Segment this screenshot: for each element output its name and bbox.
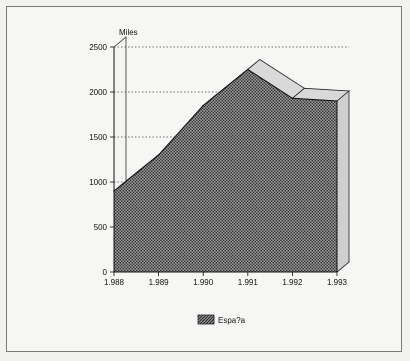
x-tick-label: 1.990 xyxy=(193,278,214,287)
y-tick-label: 2000 xyxy=(89,88,107,97)
x-tick-label: 1.991 xyxy=(238,278,259,287)
y-tick-label: 2500 xyxy=(89,43,107,52)
chart-frame: 0 500 1000 1500 2000 2500 1.988 1.989 1.990 1.99… xyxy=(6,6,402,352)
y-tick-label: 1500 xyxy=(89,133,107,142)
data-point-1.989 xyxy=(157,154,160,156)
x-axis-ticks: 1.988 1.989 1.990 1.991 1.992 1.993 xyxy=(104,272,348,287)
x-tick-label: 1.992 xyxy=(282,278,303,287)
axes xyxy=(113,47,337,273)
x-tick-label: 1.989 xyxy=(149,278,170,287)
area-series xyxy=(113,59,351,273)
y-axis-label: Miles xyxy=(119,28,138,37)
area-front-face xyxy=(113,68,338,273)
data-point-1.992 xyxy=(291,97,294,100)
data-point-1.993 xyxy=(336,100,338,102)
y-tick-label: 0 xyxy=(103,268,108,277)
data-point-1.991 xyxy=(247,68,249,71)
legend-swatch xyxy=(197,314,215,325)
data-point-1.990 xyxy=(202,104,204,107)
legend: Espa?a xyxy=(197,314,246,325)
y-axis-ticks: 0 500 1000 1500 2000 2500 xyxy=(89,43,114,277)
x-tick-label: 1.993 xyxy=(327,278,348,287)
y-tick-label: 1000 xyxy=(89,178,107,187)
legend-label: Espa?a xyxy=(218,316,246,325)
area-chart: 0 500 1000 1500 2000 2500 1.988 1.989 1.990 1.99… xyxy=(89,28,351,325)
x-tick-label: 1.988 xyxy=(104,278,125,287)
area-side-face xyxy=(336,90,350,273)
y-tick-label: 500 xyxy=(94,223,108,232)
